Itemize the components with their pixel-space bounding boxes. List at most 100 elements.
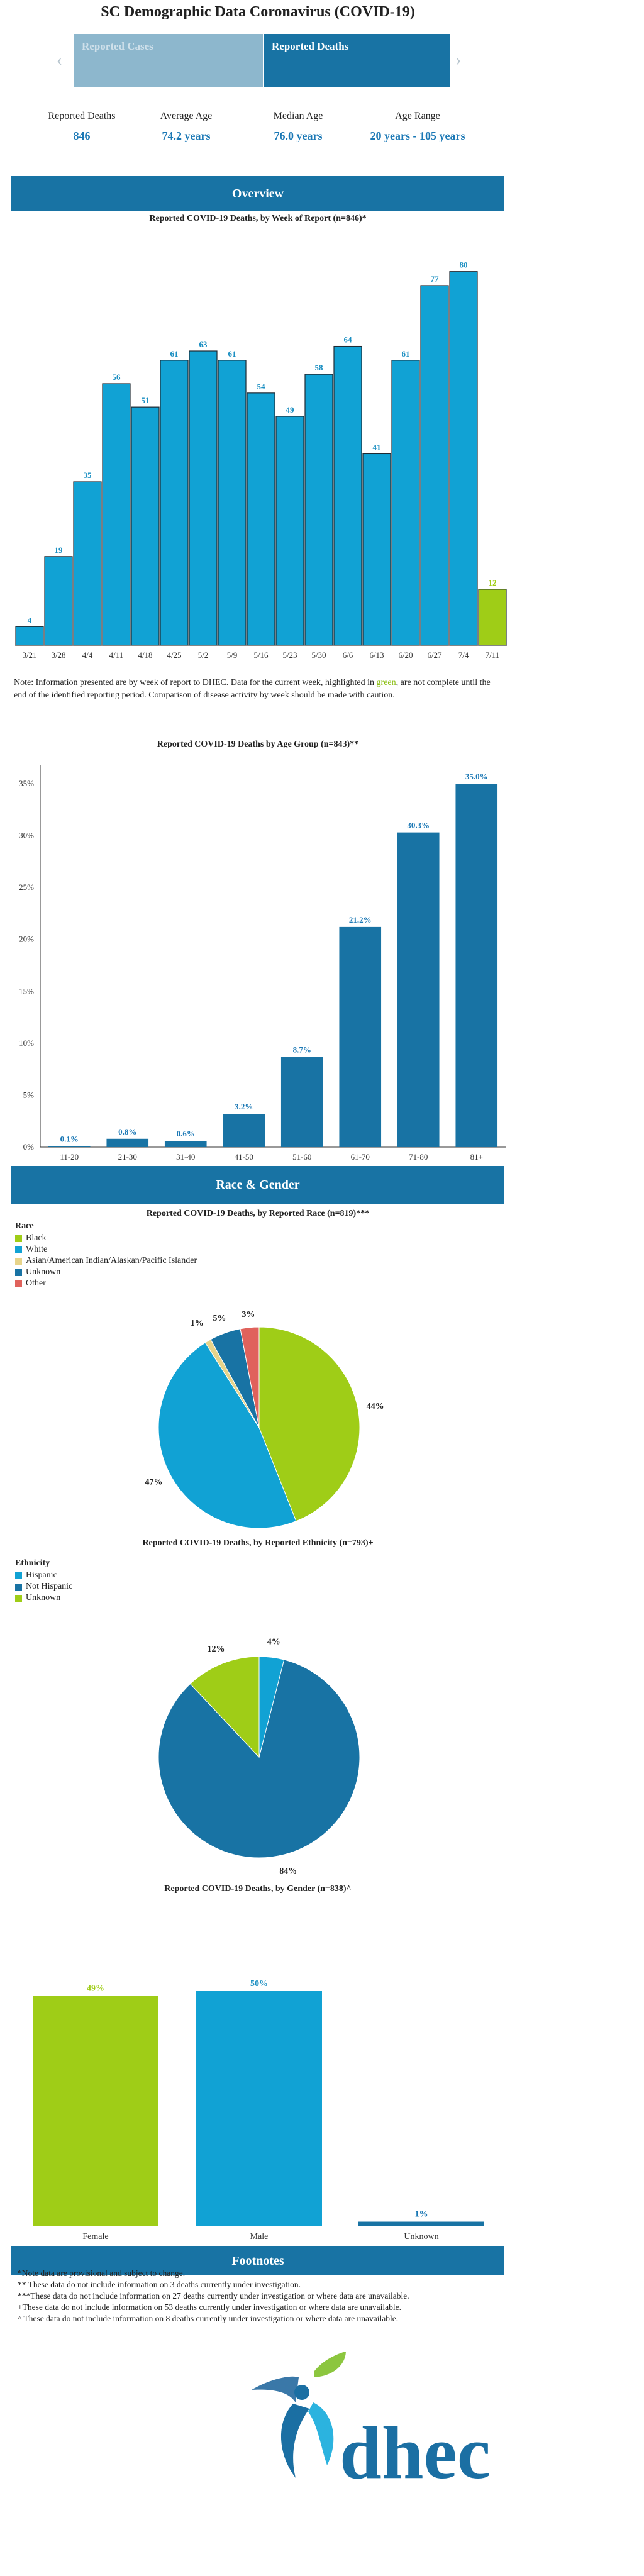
weekly-tick-label: 3/28 [51,650,65,660]
legend-swatch [15,1235,22,1242]
pie-slice [240,1326,260,1428]
weekly-tick-label: 4/4 [82,650,93,660]
gender-chart-title: Reported COVID-19 Deaths, by Gender (n=8… [164,1884,352,1894]
weekly-bar-label: 63 [199,340,208,349]
weekly-bar [362,453,391,646]
ethnicity-pie-chart: 4% 84% 12% [158,1637,360,1874]
weekly-bar [160,360,189,646]
gender-bar-label: 50% [250,1979,268,1989]
legend-item-unknown: Unknown [15,1592,72,1604]
ethnicity-chart-title: Reported COVID-19 Deaths, by Reported Et… [142,1538,374,1548]
weekly-bar-label: 54 [257,382,266,391]
legend-item-unknown: Unknown [15,1267,197,1278]
age-bar-label: 30.3% [407,821,430,830]
weekly-bar-label: 19 [55,545,64,555]
gender-tick-label: Unknown [404,2232,438,2241]
note-highlight: green [376,678,396,687]
legend-item-other: Other [15,1278,197,1289]
age-bar [339,926,382,1147]
weekly-bar-label: 61 [170,349,179,358]
legend-swatch [15,1280,22,1287]
logo-head-shape [294,2385,309,2400]
legend-swatch [15,1572,22,1579]
tab-reported-cases[interactable]: Reported Cases [74,34,263,87]
age-y-tick-label: 10% [19,1038,34,1048]
weekly-bar-label: 58 [315,363,324,372]
legend-item-not-hispanic: Not Hispanic [15,1581,72,1592]
weekly-tick-label: 5/30 [311,650,326,660]
age-tick-label: 51-60 [292,1152,311,1162]
legend-label: White [26,1245,48,1254]
stat-value: 76.0 years [274,130,323,142]
pie-slice [189,1656,260,1758]
weekly-bar-label: 12 [489,578,497,587]
age-bar [164,1141,207,1147]
weekly-tick-label: 6/13 [369,650,384,660]
weekly-bar [218,360,247,646]
weekly-tick-label: 4/18 [138,650,152,660]
weekly-tick-label: 4/11 [109,650,124,660]
weekly-bar [44,556,73,646]
chevron-right-icon[interactable]: › [455,50,462,70]
gender-bar [358,2221,484,2226]
stat-value: 846 [73,130,91,142]
weekly-bar-label: 80 [460,260,468,270]
age-bar [397,832,440,1147]
age-tick-label: 11-20 [60,1152,79,1162]
weekly-tick-label: 4/25 [167,650,181,660]
pie-slice [158,1342,297,1529]
stat-label: Age Range [395,111,440,121]
logo-body-shape [280,2404,309,2478]
age-bar-label: 0.8% [118,1127,136,1136]
legend-swatch [15,1594,22,1602]
age-tick-label: 71-80 [409,1152,428,1162]
age-tick-label: 81+ [470,1152,483,1162]
age-y-tick-label: 15% [19,986,34,996]
legend-item-black: Black [15,1233,197,1244]
footnote-item: ** These data do not include information… [18,2280,301,2289]
age-y-tick-label: 30% [19,831,34,840]
gender-bar [196,1991,322,2226]
legend-item-hispanic: Hispanic [15,1570,72,1581]
age-bar [280,1057,323,1147]
weekly-bar [420,285,449,646]
age-bar-label: 35.0% [465,772,488,781]
weekly-bar-label: 49 [286,405,295,414]
weekly-bar-label: 4 [28,615,32,625]
age-chart-title: Reported COVID-19 Deaths by Age Group (n… [157,740,359,749]
legend-title: Race [15,1221,34,1231]
weekly-bar-label: 64 [344,335,353,345]
pie-slice [258,1326,360,1522]
weekly-bar [478,589,507,646]
weekly-bar-label: 56 [113,372,121,382]
chevron-left-icon[interactable]: ‹ [57,50,63,70]
weekly-bar-label: 35 [84,470,92,480]
weekly-bar [73,481,102,646]
gender-tick-label: Female [82,2232,108,2241]
logo-wing-shape [252,2376,299,2402]
age-bar [106,1138,149,1147]
legend-label: Unknown [26,1593,61,1602]
weekly-bar [391,360,420,646]
stat-label: Reported Deaths [48,111,116,121]
section-overview: Overview [11,176,504,211]
tab-reported-deaths[interactable]: Reported Deaths [264,34,450,87]
gender-tick-label: Male [250,2232,269,2241]
age-bar [223,1114,265,1147]
weekly-tick-label: 5/16 [253,650,269,660]
legend-swatch [15,1257,22,1265]
legend-label: Black [26,1233,47,1243]
weekly-bar [15,626,44,646]
section-footnotes: Footnotes [11,2246,504,2275]
age-bar-label: 21.2% [349,915,372,924]
age-y-tick-label: 20% [19,935,34,944]
weekly-bar-label: 77 [431,274,440,284]
ethnicity-legend: Ethnicity Hispanic Not Hispanic Unknown [15,1558,72,1604]
weekly-bar-label: 51 [142,396,150,405]
tab-bar: ‹ Reported Cases Reported Deaths › [57,34,462,87]
age-tick-label: 41-50 [235,1152,253,1162]
weekly-bar [247,392,275,646]
race-chart-title: Reported COVID-19 Deaths, by Reported Ra… [146,1209,370,1218]
legend-title: Ethnicity [15,1558,50,1568]
footnote-item: *Note data are provisional and subject t… [18,2268,186,2278]
